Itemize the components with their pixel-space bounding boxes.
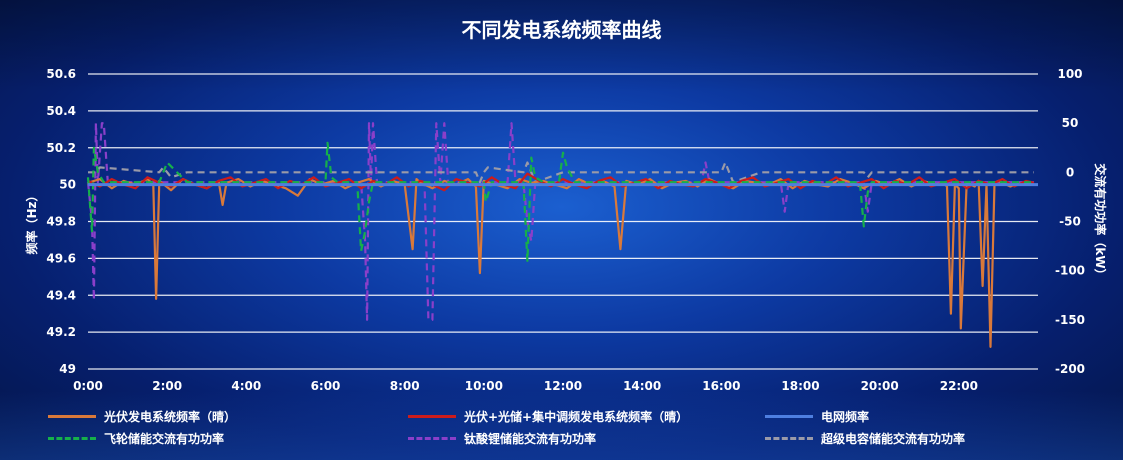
series-layer <box>86 122 1038 348</box>
y-tick-label: 50.6 <box>46 67 76 81</box>
series-line <box>86 141 1034 262</box>
x-tick-label: 14:00 <box>623 379 661 393</box>
x-axis-ticks: 0:00 2:00 4:00 6:00 8:00 10:00 12:00 14:00 16:00… <box>73 379 978 393</box>
legend-swatch <box>765 437 813 440</box>
legend-label: 超级电容储能交流有功功率 <box>821 432 966 446</box>
y2-tick-label: -100 <box>1055 264 1085 278</box>
frequency-chart: 49 49.2 49.4 49.6 49.8 50 50.2 50.4 50.6 -200 -15… <box>24 67 1108 393</box>
right-axis-label: 交流有功功率（kW） <box>1093 163 1108 280</box>
legend-item[interactable]: 电网频率 <box>765 408 869 425</box>
x-tick-label: 2:00 <box>152 379 182 393</box>
legend-label: 钛酸锂储能交流有功功率 <box>464 432 597 446</box>
legend-swatch <box>408 415 456 418</box>
y-tick-label: 50.4 <box>46 104 76 118</box>
series-line <box>87 178 1035 348</box>
x-tick-label: 6:00 <box>311 379 341 393</box>
y2-tick-label: -50 <box>1059 215 1081 229</box>
legend-label: 飞轮储能交流有功功率 <box>104 432 225 446</box>
x-tick-label: 16:00 <box>702 379 740 393</box>
left-axis-label: 频率（Hz） <box>24 189 39 254</box>
x-tick-label: 18:00 <box>781 379 819 393</box>
y-tick-label: 50.2 <box>46 141 76 155</box>
x-tick-label: 20:00 <box>861 379 899 393</box>
legend-swatch <box>48 415 96 418</box>
legend-item[interactable]: 钛酸锂储能交流有功功率 <box>408 430 596 447</box>
y2-tick-label: -150 <box>1055 313 1085 327</box>
legend-label: 光伏发电系统频率（晴） <box>104 410 237 424</box>
legend: 光伏发电系统频率（晴） 光伏+光储+集中调频发电系统频率（晴） 电网频率 飞轮储… <box>0 400 1123 460</box>
y2-tick-label: -200 <box>1055 362 1085 376</box>
legend-item[interactable]: 光伏发电系统频率（晴） <box>48 408 236 425</box>
x-tick-label: 4:00 <box>231 379 261 393</box>
x-tick-label: 12:00 <box>544 379 582 393</box>
y2-tick-label: 0 <box>1066 165 1074 179</box>
legend-item[interactable]: 光伏+光储+集中调频发电系统频率（晴） <box>408 408 688 425</box>
y-tick-label: 49.4 <box>46 288 76 302</box>
x-tick-label: 8:00 <box>390 379 420 393</box>
legend-swatch <box>765 415 813 418</box>
y-tick-label: 49.8 <box>46 215 76 229</box>
legend-swatch <box>48 437 96 440</box>
legend-item[interactable]: 超级电容储能交流有功功率 <box>765 430 965 447</box>
y2-tick-label: 100 <box>1057 67 1082 81</box>
x-tick-label: 22:00 <box>940 379 978 393</box>
left-axis-ticks: 49 49.2 49.4 49.6 49.8 50 50.2 50.4 50.6 <box>46 67 76 376</box>
x-tick-label: 10:00 <box>465 379 503 393</box>
y-tick-label: 49 <box>59 362 76 376</box>
x-tick-label: 0:00 <box>73 379 103 393</box>
right-axis-ticks: -200 -150 -100 -50 0 50 100 <box>1055 67 1085 376</box>
chart-title: 不同发电系统频率曲线 <box>461 18 662 42</box>
y2-tick-label: 50 <box>1062 116 1079 130</box>
y-tick-label: 49.2 <box>46 325 76 339</box>
grid-lines <box>88 73 1038 370</box>
y-tick-label: 49.6 <box>46 251 76 265</box>
legend-label: 电网频率 <box>821 410 870 424</box>
legend-label: 光伏+光储+集中调频发电系统频率（晴） <box>464 410 689 424</box>
y-tick-label: 50 <box>59 178 76 192</box>
legend-item[interactable]: 飞轮储能交流有功功率 <box>48 430 224 447</box>
legend-swatch <box>408 437 456 440</box>
